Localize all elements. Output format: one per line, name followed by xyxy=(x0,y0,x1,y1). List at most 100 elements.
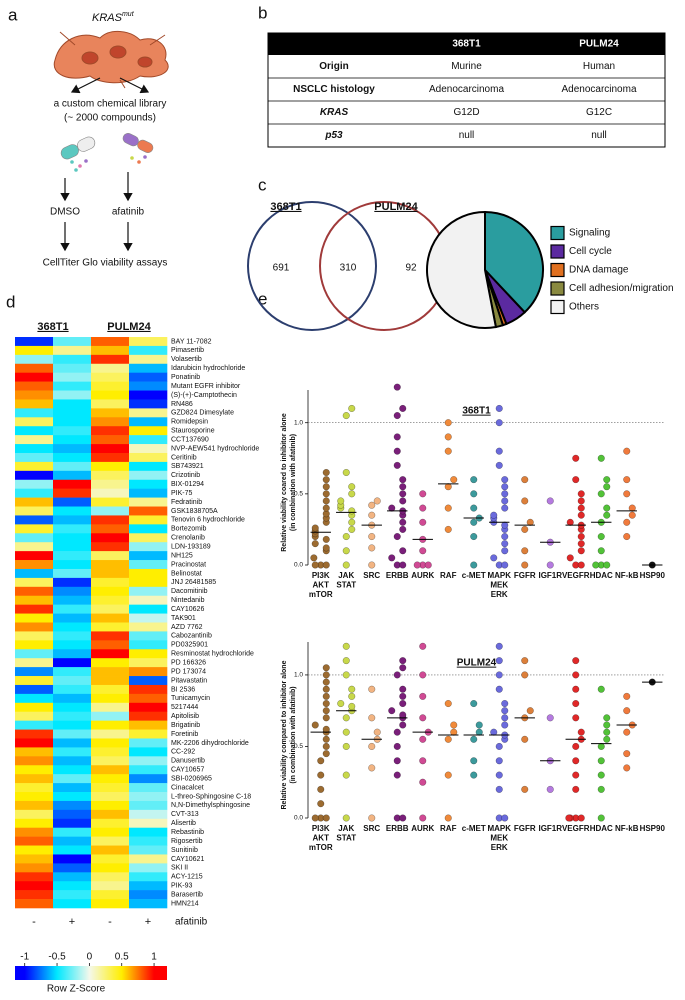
point xyxy=(342,657,350,665)
heatmap-cell xyxy=(91,818,130,829)
row-label: TAK901 xyxy=(171,615,196,622)
heatmap-cell xyxy=(91,890,130,900)
point xyxy=(311,561,319,569)
point xyxy=(577,547,585,555)
heatmap-cell xyxy=(129,702,168,713)
superscript: mut xyxy=(122,11,135,18)
heatmap-cell xyxy=(129,693,168,704)
chart-title: PULM24 xyxy=(457,658,497,669)
heatmap-cell xyxy=(53,872,92,882)
heatmap-cell xyxy=(129,649,168,659)
capsule-icon xyxy=(60,133,154,172)
point xyxy=(597,742,605,751)
heatmap-cell xyxy=(129,551,168,561)
row-label: LDN-193189 xyxy=(171,544,211,551)
point xyxy=(342,532,350,541)
point xyxy=(393,383,401,391)
point xyxy=(501,699,509,708)
point xyxy=(521,497,529,505)
arrow xyxy=(119,77,150,94)
point xyxy=(546,561,554,569)
library: a custom chemical library xyxy=(54,99,167,110)
row-label: MK-2206 dihydrochloride xyxy=(171,740,249,747)
point xyxy=(399,518,407,526)
x-tick-label: AKT xyxy=(313,581,330,590)
heatmap-cell xyxy=(91,470,130,481)
point xyxy=(521,657,529,665)
point xyxy=(419,547,427,555)
y-tick-label: 1.0 xyxy=(294,672,303,679)
row-label: Sunitinib xyxy=(171,847,198,854)
point xyxy=(317,785,325,793)
heatmap-cell xyxy=(15,792,54,802)
point xyxy=(470,532,478,541)
x-tick-label: ERK xyxy=(491,590,508,599)
row-label: PIK-93 xyxy=(171,883,193,890)
point xyxy=(470,476,478,484)
point xyxy=(413,561,421,569)
heatmap-cell xyxy=(91,345,130,356)
condition: DMSO xyxy=(50,207,80,218)
heatmap-cell xyxy=(53,604,92,614)
heatmap-cell xyxy=(15,631,54,641)
point xyxy=(521,476,529,484)
heatmap-cell xyxy=(53,774,92,784)
row-label: SBI-0206965 xyxy=(171,775,212,782)
row-label: GSK1838705A xyxy=(171,508,218,515)
point xyxy=(490,511,498,519)
x-tick-label: AURK xyxy=(411,824,434,833)
point xyxy=(495,785,503,793)
point xyxy=(317,757,325,765)
heatmap-cell xyxy=(53,640,92,650)
point xyxy=(399,490,407,498)
heatmap-cell xyxy=(15,399,54,409)
point xyxy=(501,497,509,505)
point xyxy=(311,540,319,548)
legend-label: Others xyxy=(569,302,599,313)
venn-circle xyxy=(247,201,377,331)
heatmap-cell xyxy=(91,836,130,846)
heatmap-cell xyxy=(53,461,92,472)
point xyxy=(572,757,580,765)
point xyxy=(597,814,605,822)
point xyxy=(577,490,585,498)
heatmap-cell xyxy=(53,747,92,757)
heatmap-cell xyxy=(91,809,130,820)
heatmap-cell xyxy=(15,461,54,472)
row-label: Crenolanib xyxy=(171,535,205,542)
point xyxy=(470,735,478,743)
row-label: JNJ 26481585 xyxy=(171,579,216,586)
heatmap-cell xyxy=(15,684,54,695)
point xyxy=(419,814,427,822)
y-tick-label: 0.0 xyxy=(294,562,303,569)
heatmap-cell xyxy=(53,560,92,570)
row-label: Apitolisib xyxy=(171,713,199,720)
colorbar-tick-label: 0 xyxy=(87,952,93,963)
point xyxy=(597,757,605,765)
point xyxy=(577,540,585,548)
x-tick-label: ERBB xyxy=(386,824,409,833)
point xyxy=(597,785,605,793)
point xyxy=(322,678,330,686)
heatmap-cell xyxy=(15,551,54,561)
point xyxy=(521,671,529,679)
row-label: Bortezomib xyxy=(171,526,207,533)
point xyxy=(322,814,330,822)
row-label: N,N-Dimethylsphingosine xyxy=(171,802,250,809)
point xyxy=(399,721,407,729)
heatmap-cell xyxy=(91,417,130,427)
heatmap-cell xyxy=(129,765,168,775)
heatmap-cell xyxy=(129,506,168,516)
heatmap-cell xyxy=(129,337,168,347)
heatmap-cell xyxy=(53,649,92,659)
row-label: Ponatinib xyxy=(171,374,200,381)
heatmap-cell xyxy=(129,444,168,454)
heatmap-cell xyxy=(91,649,130,659)
heatmap-cell xyxy=(53,890,92,900)
heatmap-cell xyxy=(91,604,130,614)
heatmap-cell xyxy=(129,568,168,579)
point xyxy=(603,714,611,722)
point xyxy=(501,504,509,512)
heatmap-cell xyxy=(53,756,92,766)
x-tick-label: HSP90 xyxy=(640,571,666,580)
